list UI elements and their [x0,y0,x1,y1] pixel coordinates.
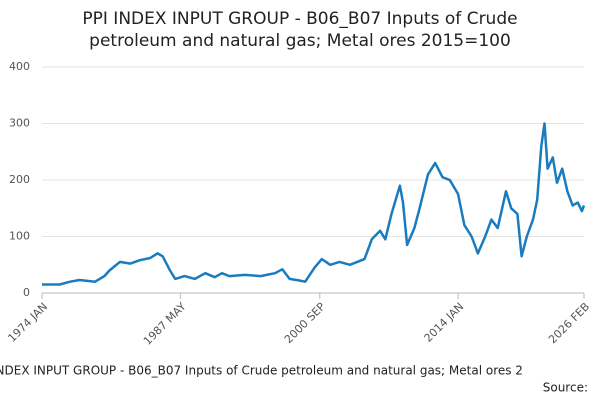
chart-title: petroleum and natural gas; Metal ores 20… [89,31,511,51]
y-tick-label: 0 [23,286,30,299]
data-line [42,122,586,286]
y-tick-label: 200 [9,173,30,186]
x-tick-label: 1974 JAN [5,300,50,345]
chart-title: PPI INDEX INPUT GROUP - B06_B07 Inputs o… [82,9,517,29]
y-tick-label: 100 [9,230,30,243]
source: Source: [543,381,588,395]
x-tick-label: 2014 JAN [422,300,467,345]
x-tick-label: 2000 SEP [282,300,328,346]
y-tick-label: 400 [9,60,30,73]
x-tick-label: 1987 MAY [141,300,189,348]
x-tick-label: 2026 FEB [546,300,592,346]
footer-title: INDEX INPUT GROUP - B06_B07 Inputs of Cr… [0,364,523,378]
y-tick-label: 300 [9,117,30,130]
